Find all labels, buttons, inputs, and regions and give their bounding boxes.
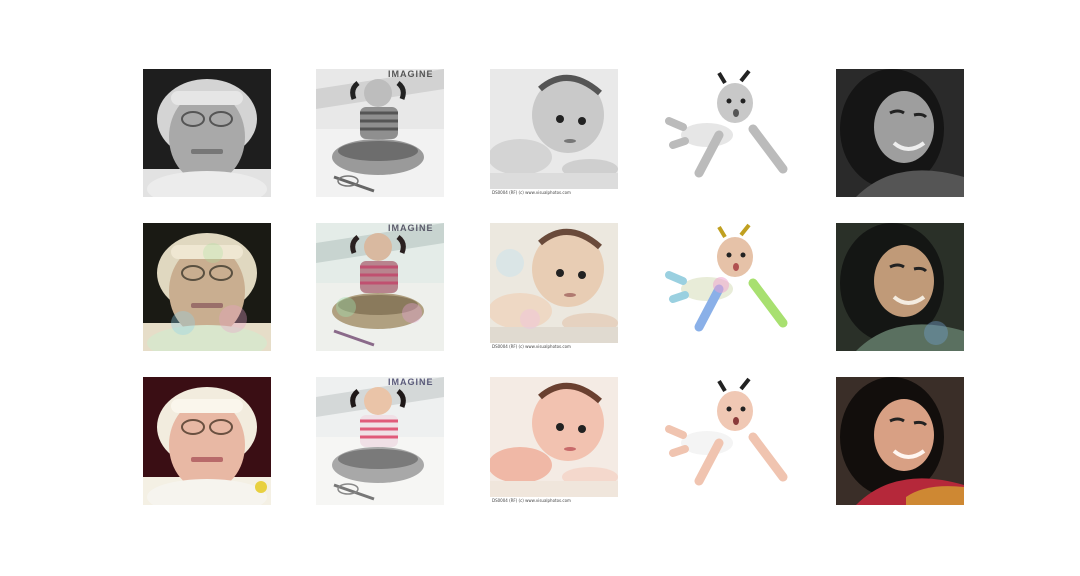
image-r3-smiling-woman-color: [836, 377, 964, 505]
watermark-text: IMAGINE: [388, 223, 434, 233]
photo-credit: DS0004 (RF) (c) www.visualphotos.com: [492, 498, 571, 503]
watermark-text: IMAGINE: [388, 69, 434, 79]
image-r1-elderly-woman-gray: [143, 69, 271, 197]
photo-credit: DS0004 (RF) (c) www.visualphotos.com: [492, 190, 571, 195]
photo-credit: DS0004 (RF) (c) www.visualphotos.com: [492, 344, 571, 349]
image-r1-toddler-pot-gray: IMAGINE: [316, 69, 444, 197]
image-r2-crawling-baby-colorized: [663, 223, 791, 351]
image-r1-smiling-woman-gray: [836, 69, 964, 197]
image-r3-toddler-pot-color: IMAGINE: [316, 377, 444, 505]
image-r1-crawling-baby-gray: [663, 69, 791, 197]
image-r2-smiling-woman-colorized: [836, 223, 964, 351]
image-r2-elderly-woman-colorized: [143, 223, 271, 351]
image-r2-baby-lying-colorized: DS0004 (RF) (c) www.visualphotos.com: [490, 223, 618, 351]
image-r1-baby-lying-gray: DS0004 (RF) (c) www.visualphotos.com: [490, 69, 618, 197]
image-r3-crawling-baby-color: [663, 377, 791, 505]
image-r3-baby-lying-color: DS0004 (RF) (c) www.visualphotos.com: [490, 377, 618, 505]
image-r3-elderly-woman-color: [143, 377, 271, 505]
watermark-text: IMAGINE: [388, 377, 434, 387]
image-r2-toddler-pot-colorized: IMAGINE: [316, 223, 444, 351]
